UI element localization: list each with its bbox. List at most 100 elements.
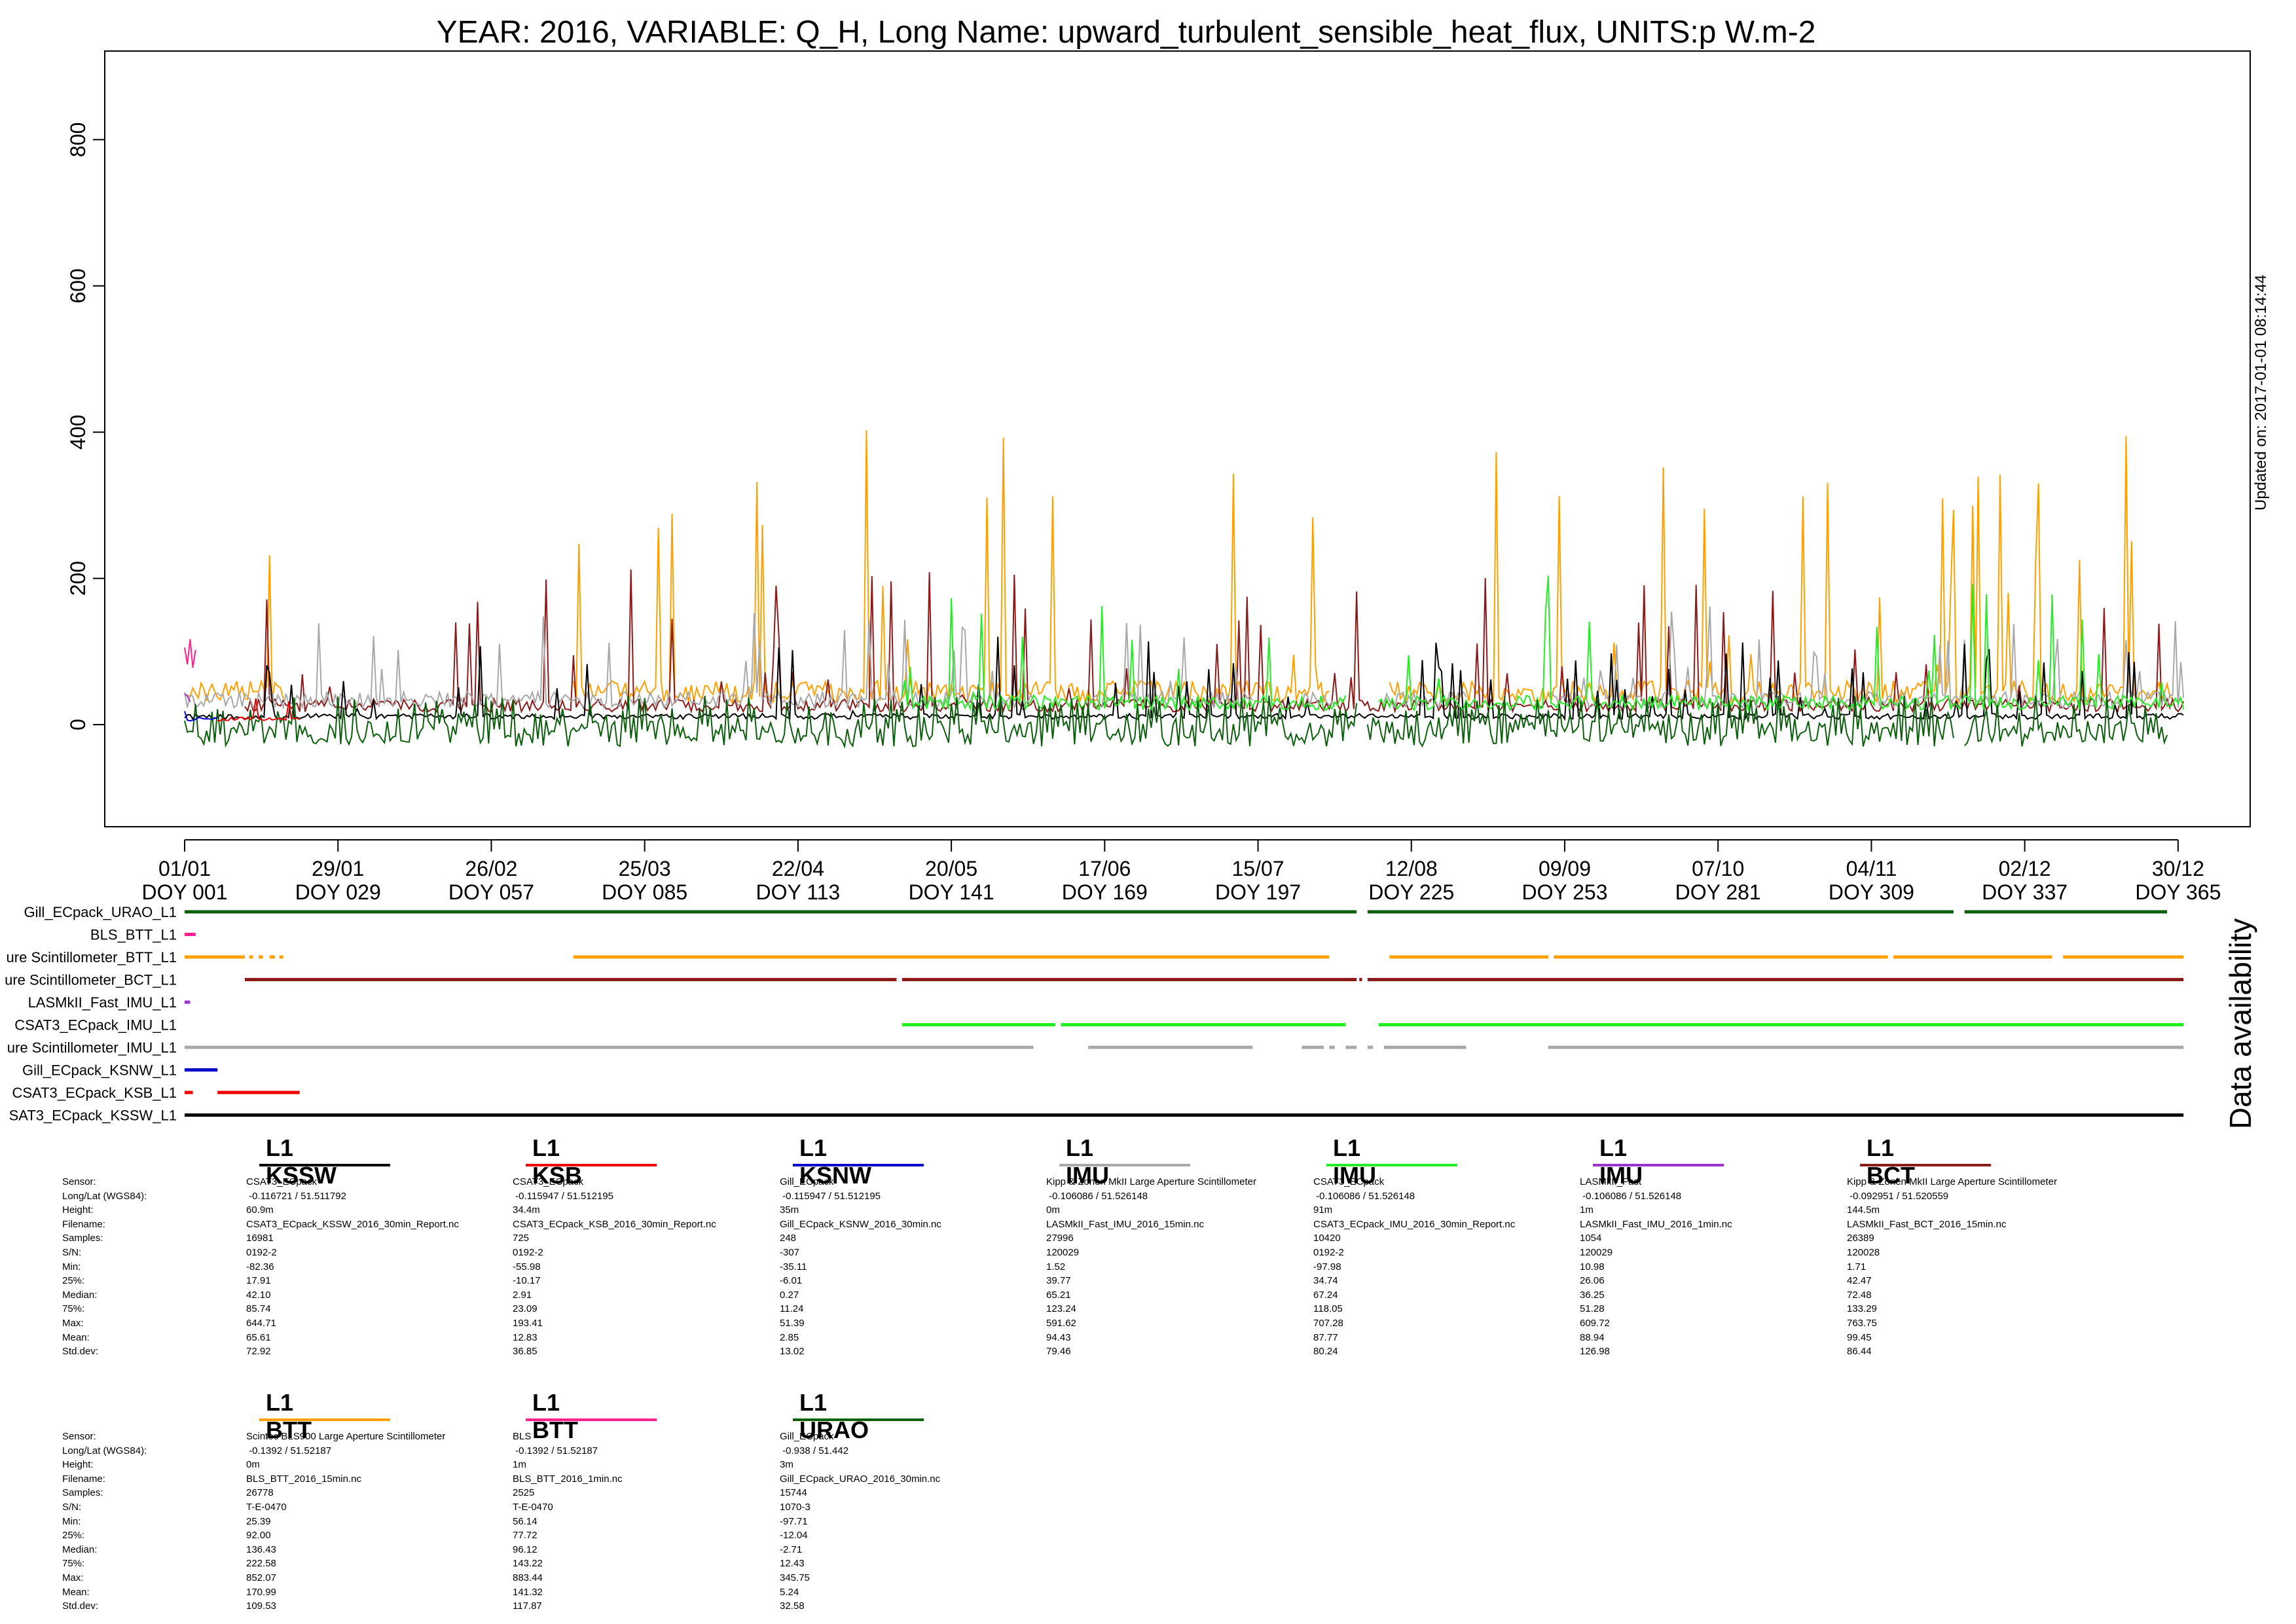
stat-label: 25%:: [62, 1530, 85, 1542]
panel-values: CSAT3_ECpack -0.115947 / 51.512195 34.4m C…: [513, 1175, 716, 1359]
x-tick-doy-label: DOY 029: [295, 880, 381, 904]
stat-labels: Sensor: Long/Lat (WGS84): Height: Filename:…: [62, 1430, 147, 1614]
panel-value: 26.06: [1580, 1275, 1605, 1287]
panel-value: 141.32: [513, 1586, 543, 1598]
panel-value: 707.28: [1313, 1317, 1343, 1329]
y-tick-label: 600: [66, 268, 90, 303]
panel-value: 12.43: [780, 1558, 805, 1570]
stat-label: Mean:: [62, 1331, 90, 1343]
panel-value: 72.48: [1847, 1289, 1872, 1301]
panel-color-underline: [259, 1418, 390, 1421]
panel-value: CSAT3_ECpack_KSSW_2016_30min_Report.nc: [246, 1218, 459, 1230]
panel-value: 120029: [1580, 1246, 1613, 1258]
panel-color-underline: [1326, 1164, 1457, 1166]
series-line-CSAT3_ECpack_IMU_L1: [1377, 575, 2185, 713]
stat-label: Filename:: [62, 1473, 105, 1485]
x-tick-doy-label: DOY 365: [2135, 880, 2221, 904]
stat-label: 25%:: [62, 1275, 85, 1287]
panel-color-underline: [526, 1418, 657, 1421]
panel-value: 1.71: [1847, 1261, 1867, 1272]
panel-value: 2.85: [780, 1331, 799, 1343]
panel-value: 26778: [246, 1487, 274, 1499]
stat-label: 75%:: [62, 1558, 85, 1570]
x-tick-doy-label: DOY 141: [909, 880, 994, 904]
panel-value: CSAT3_ECpack: [246, 1176, 318, 1187]
x-tick-date-label: 29/01: [312, 857, 364, 880]
panel-value: 248: [780, 1233, 797, 1244]
panel-value: -35.11: [780, 1261, 807, 1272]
panel-value: 36.25: [1580, 1289, 1605, 1301]
panel-value: 12.83: [513, 1331, 538, 1343]
stat-label: Long/Lat (WGS84):: [62, 1445, 147, 1456]
panel-value: LASMkII_Fast_IMU_2016_1min.nc: [1580, 1218, 1732, 1230]
panel-value: LASMkII_Fast: [1580, 1176, 1642, 1187]
panel-value: 13.02: [780, 1346, 805, 1358]
panel-value: 143.22: [513, 1558, 543, 1570]
stat-label: Sensor:: [62, 1176, 96, 1187]
panel-value: LASMkII_Fast_BCT_2016_15min.nc: [1847, 1218, 2007, 1230]
panel-value: T-E-0470: [513, 1501, 553, 1513]
stat-label: S/N:: [62, 1501, 82, 1513]
panel-value: 96.12: [513, 1543, 538, 1555]
panel-value: 1054: [1580, 1233, 1602, 1244]
panel-value: 17.91: [246, 1275, 271, 1287]
panel-value: 3m: [780, 1459, 793, 1471]
panel-value: 591.62: [1046, 1317, 1076, 1329]
panel-values: Kipp & Zonen MkII Large Aperture Scintil…: [1046, 1175, 1256, 1359]
y-tick-label: 400: [66, 415, 90, 450]
panel-values: Gill_ECpack -0.115947 / 51.512195 35m Gill…: [780, 1175, 941, 1359]
panel-color-underline: [526, 1164, 657, 1166]
panel-value: 1m: [1580, 1204, 1594, 1216]
availability-label: LASMkII_Fast_IMU_L1: [28, 994, 177, 1011]
panel-value: -0.1392 / 51.52187: [513, 1445, 598, 1456]
panel-color-underline: [793, 1164, 924, 1166]
panel-value: 94.43: [1046, 1331, 1071, 1343]
panel-value: 345.75: [780, 1572, 810, 1583]
panel-value: 117.87: [513, 1600, 542, 1612]
panel-value: 34.74: [1313, 1275, 1338, 1287]
panel-value: 763.75: [1847, 1317, 1877, 1329]
stat-label: Max:: [62, 1572, 84, 1583]
panel-color-underline: [1059, 1164, 1190, 1166]
panel-value: CSAT3_ECpack_IMU_2016_30min_Report.nc: [1313, 1218, 1516, 1230]
panel-value: -0.116721 / 51.511792: [246, 1190, 346, 1202]
y-tick-label: 200: [66, 561, 90, 596]
availability-label: SAT3_ECpack_KSSW_L1: [9, 1108, 177, 1124]
panel-value: 222.58: [246, 1558, 276, 1570]
panel-value: 5.24: [780, 1586, 799, 1598]
panel-value: 0192-2: [513, 1246, 543, 1258]
panel-value: Gill_ECpack: [780, 1176, 834, 1187]
panel-value: 87.77: [1313, 1331, 1338, 1343]
panel-value: -6.01: [780, 1275, 803, 1287]
stat-label: Sensor:: [62, 1431, 96, 1442]
panel-value: 86.44: [1847, 1346, 1872, 1358]
x-tick-date-label: 25/03: [619, 857, 671, 880]
panel-value: 56.14: [513, 1515, 538, 1527]
panel-value: BLS_BTT_2016_1min.nc: [513, 1473, 623, 1485]
panel-value: 16981: [246, 1233, 274, 1244]
availability-label: BLS_BTT_L1: [90, 927, 177, 943]
x-tick-doy-label: DOY 169: [1062, 880, 1148, 904]
panel-value: LASMkII_Fast_IMU_2016_15min.nc: [1046, 1218, 1204, 1230]
panel-value: 11.24: [780, 1303, 804, 1315]
availability-label: Gill_ECpack_KSNW_L1: [22, 1062, 177, 1079]
series-layer: [184, 430, 2185, 749]
availability-label: CSAT3_ECpack_KSB_L1: [12, 1085, 177, 1101]
panel-value: 136.43: [246, 1543, 276, 1555]
panel-value: 1m: [513, 1459, 526, 1471]
x-tick-doy-label: DOY 001: [141, 880, 227, 904]
panel-color-underline: [1860, 1164, 1991, 1166]
panel-value: 10.98: [1580, 1261, 1605, 1272]
panel-value: 88.94: [1580, 1331, 1605, 1343]
panel-value: 42.10: [246, 1289, 271, 1301]
panel-value: 2525: [513, 1487, 535, 1499]
panel-value: 725: [513, 1233, 530, 1244]
panel-value: 32.58: [780, 1600, 805, 1612]
series-line-Kipp_IMU_L1: [1383, 690, 1467, 710]
panel-value: -82.36: [246, 1261, 274, 1272]
panel-value: Gill_ECpack_URAO_2016_30min.nc: [780, 1473, 941, 1485]
panel-value: -0.106086 / 51.526148: [1046, 1190, 1148, 1202]
x-tick-date-label: 02/12: [1999, 857, 2051, 880]
panel-value: 92.00: [246, 1530, 271, 1542]
